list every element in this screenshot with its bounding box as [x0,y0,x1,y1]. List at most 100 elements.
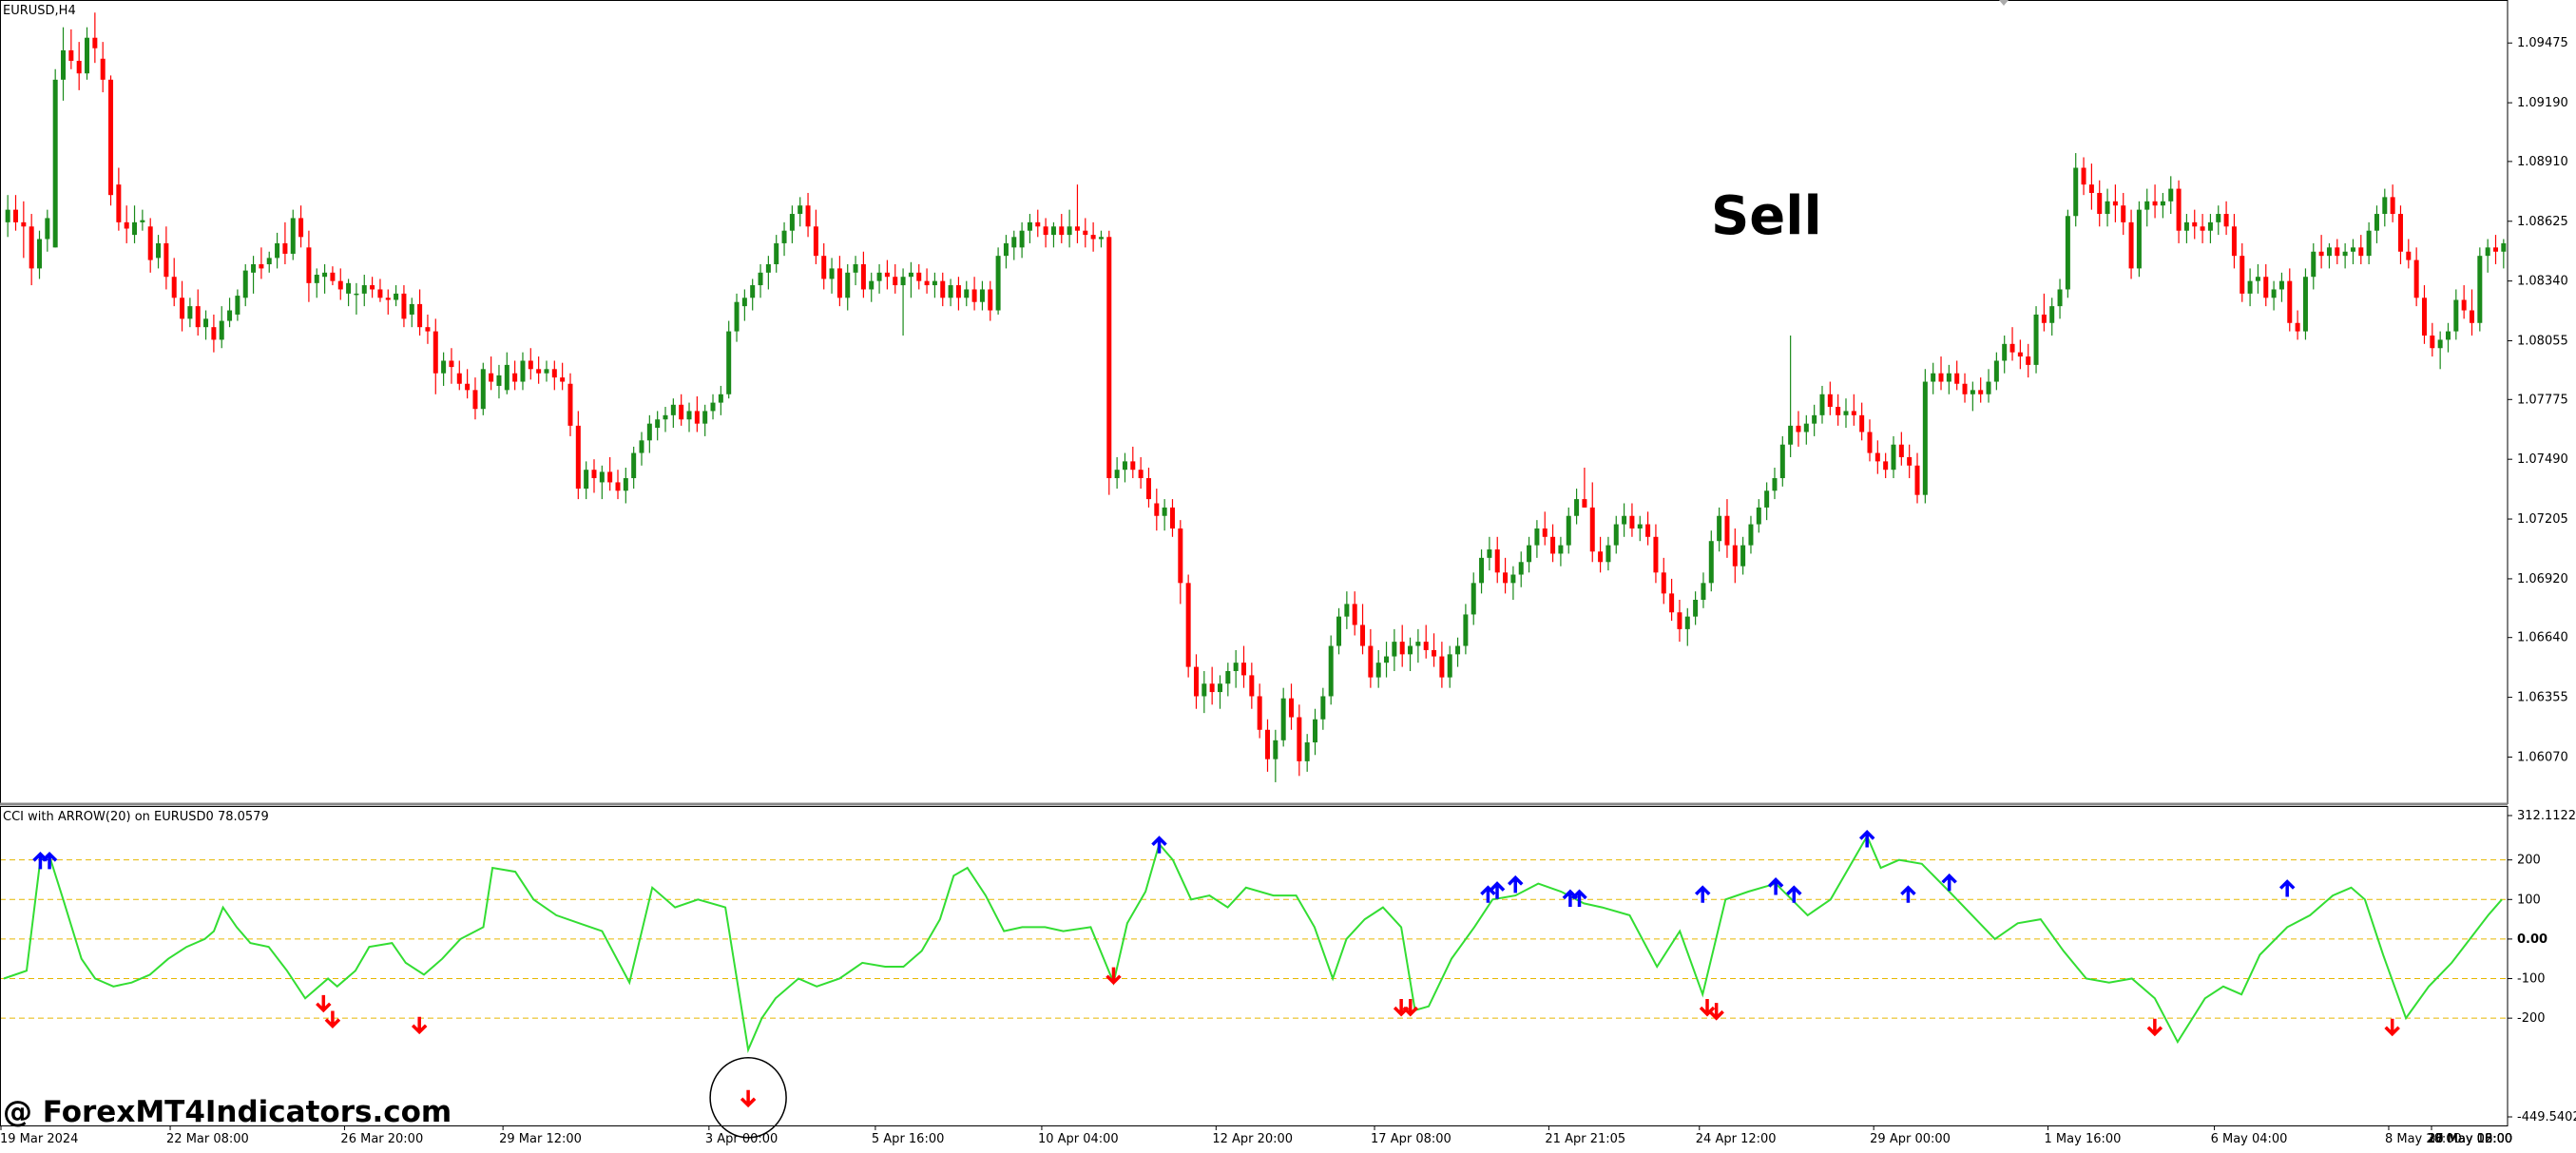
candle[interactable] [599,465,605,500]
candle[interactable] [1487,536,1492,571]
candle[interactable] [1162,499,1167,531]
candle[interactable] [409,298,414,328]
candle[interactable] [1693,591,1699,625]
candle[interactable] [1622,503,1627,537]
candle[interactable] [1233,649,1239,688]
candle[interactable] [2081,157,2086,196]
candle[interactable] [132,205,138,243]
candle[interactable] [1297,704,1302,777]
candle[interactable] [955,277,961,311]
candle[interactable] [591,459,597,493]
candle[interactable] [2152,184,2158,219]
candle[interactable] [2311,242,2316,290]
candle[interactable] [884,259,890,290]
candle[interactable] [2168,176,2174,215]
candle[interactable] [1050,221,1056,248]
candle[interactable] [92,12,98,64]
candle[interactable] [1819,385,1825,424]
candle[interactable] [1708,530,1714,592]
candle[interactable] [449,348,454,384]
candle[interactable] [1558,536,1564,567]
candle[interactable] [1914,452,1920,504]
candle[interactable] [1542,511,1548,546]
candle[interactable] [1083,218,1088,248]
candle[interactable] [1677,599,1682,643]
candle[interactable] [821,242,827,290]
candle[interactable] [2065,209,2070,298]
candle[interactable] [306,230,312,302]
candle[interactable] [663,407,668,432]
candle[interactable] [623,467,628,504]
candle[interactable] [1637,515,1643,542]
candle[interactable] [1392,628,1397,672]
candle[interactable] [1946,364,1951,394]
candle[interactable] [1836,394,1841,426]
candle[interactable] [1922,369,1928,504]
candle[interactable] [2421,285,2427,344]
candle[interactable] [354,282,359,315]
candle[interactable] [195,289,201,336]
candle[interactable] [1598,536,1604,573]
candle[interactable] [242,263,248,307]
candle[interactable] [2492,235,2498,264]
candle[interactable] [694,395,700,432]
price-pane[interactable] [5,12,2507,782]
candle[interactable] [1114,456,1120,490]
candle[interactable] [1375,649,1381,688]
candle[interactable] [52,68,58,248]
candle[interactable] [1336,607,1342,655]
candle[interactable] [5,195,10,238]
candle[interactable] [1240,645,1246,688]
candle[interactable] [1280,687,1286,747]
candle[interactable] [1384,642,1390,678]
candle[interactable] [1106,230,1112,495]
candle[interactable] [758,263,763,298]
candle[interactable] [235,289,240,321]
candle[interactable] [377,279,383,302]
candle[interactable] [979,280,985,311]
candle[interactable] [1408,637,1413,672]
candle[interactable] [425,314,431,344]
candle[interactable] [900,268,906,336]
candle[interactable] [813,209,818,264]
candle[interactable] [1874,440,1880,474]
candle[interactable] [924,268,930,294]
candle[interactable] [702,404,708,436]
candle[interactable] [2112,184,2118,222]
candle[interactable] [2255,263,2260,294]
candle[interactable] [1027,214,1032,243]
candle[interactable] [1225,663,1231,697]
candle[interactable] [845,263,851,311]
candle[interactable] [298,205,304,248]
candle[interactable] [2263,263,2269,307]
candle[interactable] [29,214,34,286]
candle[interactable] [679,394,684,426]
candle[interactable] [988,280,993,321]
candle[interactable] [1859,402,1865,441]
candle[interactable] [876,263,882,294]
candle[interactable] [496,364,502,399]
candle[interactable] [2223,201,2229,236]
candle[interactable] [1732,528,1738,584]
candle[interactable] [2136,201,2142,278]
candle[interactable] [401,285,407,328]
candle[interactable] [1993,352,1999,391]
candle[interactable] [1154,489,1160,531]
candle[interactable] [2413,247,2419,307]
candle[interactable] [266,251,272,273]
candle[interactable] [1067,209,1072,248]
candle[interactable] [61,27,67,101]
candle[interactable] [520,352,526,391]
candle[interactable] [1439,642,1445,688]
candle[interactable] [1669,578,1675,622]
candle[interactable] [940,272,946,307]
candle[interactable] [1527,536,1532,573]
candle[interactable] [853,256,858,286]
candle[interactable] [1851,394,1856,426]
candle[interactable] [584,461,589,500]
candle[interactable] [964,280,970,307]
candle[interactable] [1399,625,1405,667]
candle[interactable] [2342,242,2348,269]
candle[interactable] [1471,572,1476,625]
candle[interactable] [1494,536,1500,584]
